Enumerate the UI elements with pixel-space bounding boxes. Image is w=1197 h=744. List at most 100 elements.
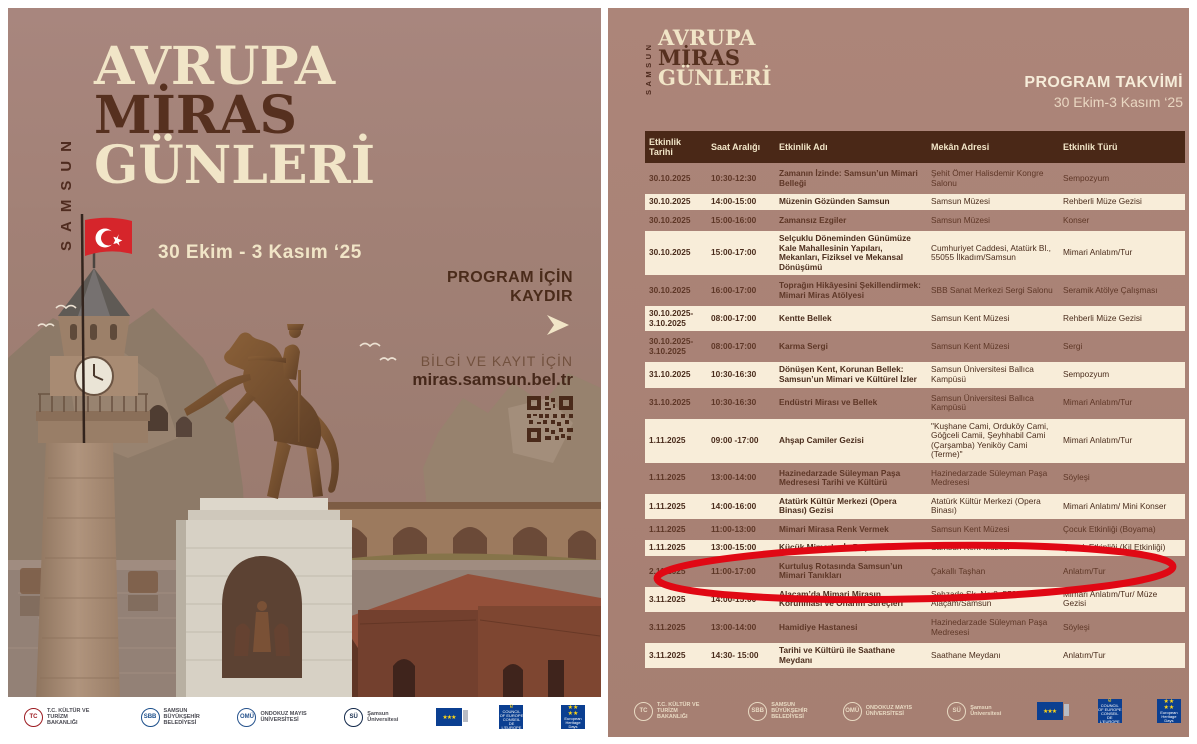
cell-venue: Saathane Meydanı (927, 643, 1059, 669)
logo-label: SAMSUN BÜYÜKŞEHİR BELEDİYESİ (163, 707, 200, 727)
cell-name: Karma Sergi (779, 341, 828, 352)
vertical-city-label: SAMSUN (58, 131, 75, 251)
cell-type: Anlatım/Tur (1063, 565, 1106, 576)
samsun-universitesi-icon: SÜ (344, 707, 364, 727)
header-type: Etkinlik Türü (1059, 131, 1185, 163)
cell-type: Çocuk Etkinliği (Boyama) (1063, 523, 1156, 534)
table-row: 1.11.2025 11:00-13:00 Mimari Mirasa Renk V… (645, 522, 1185, 538)
cell-name: Kurtuluş Rotasında Samsun’un Mimari Tanı… (779, 560, 903, 581)
logo-ondokuz-mayis-universitesi: OMÜ ONDOKUZ MAYIS ÜNİVERSİTESİ (237, 707, 307, 727)
cell-date: 1.11.2025 (645, 418, 707, 463)
logo-line-3: GÜNLERİ (658, 64, 772, 90)
cell-date: 30.10.2025 (649, 285, 691, 296)
cell-type: Sergi (1063, 341, 1083, 352)
cell-name: Atatürk Kültür Merkezi (Opera Binası) Ge… (775, 493, 927, 519)
cell-time: 14:00-16:00 (707, 493, 775, 519)
cell-time: 14:30- 15:00 (707, 643, 775, 669)
table-row: 30.10.2025-3.10.2025 08:00-17:00 Kentte Be… (645, 306, 1185, 332)
cell-name: Alaçam’da Mimari Mirasın Korunması ve On… (775, 586, 927, 612)
logo-european-heritage-days: ★★ ★★ European Heritage Days (1156, 699, 1181, 723)
cell-date: 1.11.2025 (645, 540, 707, 556)
cell-time: 10:30-16:30 (711, 397, 757, 408)
cell-time: 08:00-17:00 (707, 306, 775, 332)
vertical-city-label: SAMSUN (644, 41, 653, 95)
logo-label: ONDOKUZ MAYIS ÜNİVERSİTESİ (865, 704, 912, 717)
ondokuz-mayis-universitesi-icon: OMÜ (842, 701, 862, 721)
aqueduct-bridge (320, 502, 601, 562)
european-heritage-days-icon: ★★ ★★ European Heritage Days (561, 705, 585, 729)
cell-date: 3.11.2025 (645, 586, 707, 612)
header-venue: Mekân Adresi (927, 131, 1059, 163)
table-row: 1.11.2025 09:00 -17:00 Ahşap Camiler Gezis… (645, 418, 1185, 463)
cell-name: Hazinedarzade Süleyman Paşa Medresesi Ta… (779, 467, 901, 488)
program-panel: SAMSUN AVRUPA MİRAS GÜNLERİ PROGRAM TAKV… (608, 8, 1189, 737)
logo-european-commission: ★★★ (435, 708, 468, 726)
cell-date: 30.10.2025 (649, 172, 691, 183)
scroll-cta-line-1: PROGRAM İÇİN (447, 269, 573, 286)
table-row: 1.11.2025 13:00-14:00 Hazinedarzade Süleym… (645, 466, 1185, 491)
registration-url[interactable]: miras.samsun.bel.tr (412, 370, 573, 390)
cell-name: Zamansız Ezgiler (779, 214, 847, 225)
rock-tomb (148, 405, 168, 431)
horse-foreleg (184, 374, 251, 416)
program-table: Etkinlik Tarihi Saat Aralığı Etkinlik Ad… (645, 128, 1185, 671)
cell-date: 30.10.2025-3.10.2025 (649, 336, 694, 356)
logo-european-heritage-days: ★★ ★★ European Heritage Days (561, 705, 585, 729)
rock-tomb (176, 416, 192, 437)
table-row: 30.10.2025 16:00-17:00 Toprağın Hikâyesini… (645, 278, 1185, 303)
poster-title-line-2: MİRAS (94, 85, 297, 147)
cell-name: Tarihi ve Kültürü ile Saathane Meydanı (775, 643, 927, 669)
table-row: 31.10.2025 10:30-16:30 Dönüşen Kent, Korun… (645, 362, 1185, 388)
cell-venue: Samsun Üniversitesi Ballıca Kampüsü (927, 362, 1059, 388)
logo-samsun-buyuksehir-belediyesi: SBB SAMSUN BÜYÜKŞEHİR BELEDİYESİ (748, 701, 808, 721)
horse-foreleg-folded (225, 392, 256, 423)
logo-label: Şamsun Üniversitesi (367, 710, 399, 723)
horse-body (224, 332, 322, 449)
table-row: 30.10.2025 10:30-12:30 Zamanın İzinde: Sam… (645, 166, 1185, 191)
cell-date: 3.11.2025 (645, 643, 707, 669)
chevron-right-icon (545, 314, 571, 341)
table-row: 3.11.2025 14:30- 15:00 Tarihi ve Kültürü i… (645, 643, 1185, 669)
cell-name: Zamanın İzinde: Samsun’un Mimari Belleği (779, 168, 918, 188)
turkish-flag-icon (80, 213, 132, 444)
rider-cap (287, 324, 304, 330)
logo-samsun-universitesi: SÜ Şamsun Üniversitesi (344, 707, 399, 727)
cell-name: Toprağın Hikâyesini Şekillendirmek: Mima… (779, 280, 921, 300)
qr-code[interactable] (527, 396, 573, 447)
cell-type: Konser (1063, 214, 1090, 225)
cell-type: Mimari Anlatım/Tur/ Müze Gezisi (1059, 586, 1185, 612)
cell-type: Çocuk Etkinliği (Kil Etkinliği) (1059, 540, 1185, 556)
cell-time: 11:00-13:00 (711, 523, 756, 534)
cell-type: Rehberli Müze Gezisi (1059, 306, 1185, 332)
table-row: 3.11.2025 14:00-15:00 Alaçam’da Mimari Mir… (645, 586, 1185, 612)
cell-name: Ahşap Camiler Gezisi (775, 418, 927, 463)
sword (298, 370, 301, 442)
european-commission-icon: ★★★ (435, 708, 468, 726)
cell-date: 1.11.2025 (649, 472, 686, 483)
cell-time: 16:00-17:00 (711, 285, 757, 296)
clock-tower (36, 248, 150, 700)
logo-line-1: AVRUPA (658, 25, 756, 50)
cell-name: Küçük Mimarlar İş Başında (775, 540, 927, 556)
cell-time: 14:00-15:00 (707, 586, 775, 612)
table-row: 30.10.2025 14:00-15:00 Müzenin Gözünden Sa… (645, 194, 1185, 210)
cell-venue: Samsun Kent Müzesi (931, 523, 1010, 534)
logo-samsun-universitesi: SÜ Şamsun Üniversitesi (947, 701, 1001, 721)
cell-type: Mimari Anlatım/ Mini Konser (1059, 493, 1185, 519)
program-table-body: 30.10.2025 10:30-12:30 Zamanın İzinde: Sam… (645, 166, 1185, 669)
cell-name: Mimari Mirasa Renk Vermek (779, 523, 889, 534)
samsun-buyuksehir-belediyesi-icon: SBB (748, 701, 768, 721)
cell-venue: Çakallı Taşhan (931, 565, 986, 576)
horse-tail (308, 414, 340, 493)
cell-time: 13:00-15:00 (707, 540, 775, 556)
program-header: PROGRAM TAKVİMİ 30 Ekim-3 Kasım ‘25 (1024, 74, 1183, 110)
cell-time: 08:00-17:00 (711, 341, 757, 352)
logo-tc-kultur-turizm-bakanligi: TC T.C. KÜLTÜR VE TURİZM BAKANLIĞI (24, 707, 103, 727)
program-dates: 30 Ekim-3 Kasım ‘25 (1053, 94, 1183, 110)
logo-label: SAMSUN BÜYÜKŞEHİR BELEDİYESİ (771, 701, 808, 721)
program-title: PROGRAM TAKVİMİ (1024, 74, 1183, 91)
cell-venue: Samsun Müzesi (927, 194, 1059, 210)
cell-venue: Şehit Ömer Halisdemir Kongre Salonu (931, 168, 1044, 188)
european-heritage-days-icon: ★★ ★★ European Heritage Days (1156, 699, 1181, 723)
council-of-europe-icon: e COUNCIL OF EUROPE CONSEIL DE L'EUROPE (1097, 698, 1122, 724)
